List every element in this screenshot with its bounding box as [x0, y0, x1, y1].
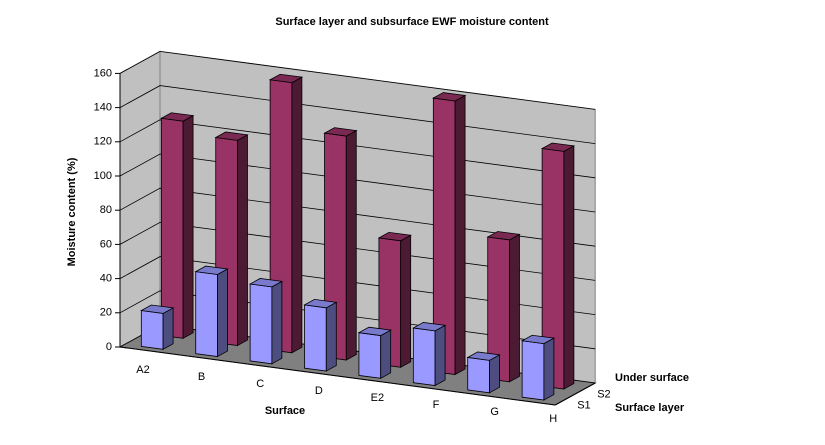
bar-top: [377, 231, 412, 242]
bar-side: [543, 337, 555, 401]
x-tick-label: H: [549, 413, 557, 425]
bar: [214, 131, 249, 347]
x-tick-label: D: [315, 385, 323, 397]
bar: [303, 298, 338, 372]
bar-top: [432, 92, 467, 102]
bar: [540, 142, 576, 390]
bar-front: [304, 304, 327, 372]
bar: [140, 304, 175, 351]
x-tick-label: C: [256, 378, 264, 390]
bar: [357, 326, 392, 380]
y-tick-label: 20: [100, 307, 112, 319]
bar-top: [194, 265, 229, 275]
y-tick-label: 160: [94, 67, 112, 79]
x-axis: [119, 346, 556, 406]
x-axis-title: Surface: [265, 405, 305, 417]
bar-side: [291, 76, 303, 354]
bar-side: [380, 329, 392, 380]
y-axis-title: Moisture content (%): [66, 157, 78, 266]
bar-side: [563, 145, 575, 390]
bar: [486, 231, 521, 383]
bar: [194, 265, 229, 358]
bar-side: [400, 234, 412, 369]
bar-top: [466, 351, 501, 361]
series-label: Under surface: [615, 372, 689, 384]
bar-front: [412, 327, 436, 387]
bar: [248, 278, 284, 365]
bar-side: [434, 324, 446, 387]
y-tick-label: 140: [94, 102, 112, 114]
bar-front: [467, 356, 490, 394]
bar-top: [357, 326, 392, 336]
bar: [432, 92, 467, 376]
bar: [520, 334, 556, 401]
bar-side: [217, 268, 228, 358]
bar-front: [195, 271, 218, 358]
bar-top: [540, 142, 576, 152]
depth-tick-label: S2: [597, 388, 610, 400]
bar-top: [248, 278, 284, 288]
y-tick-label: 80: [100, 204, 112, 216]
bar-side: [182, 114, 194, 340]
bar-front: [521, 340, 545, 401]
bar-side: [509, 233, 520, 383]
bar-top: [412, 322, 447, 332]
bar-front: [358, 332, 382, 379]
bar-top: [486, 231, 521, 241]
grid-line: [119, 50, 596, 110]
bar-front: [140, 310, 164, 350]
depth-axis: [554, 382, 596, 406]
bar-side: [325, 301, 337, 372]
bar-side: [454, 94, 466, 376]
bar-side: [271, 280, 283, 365]
bar-side: [345, 129, 357, 361]
bar-top: [268, 73, 304, 84]
bar-side: [162, 307, 174, 351]
bar-side: [237, 134, 248, 347]
y-tick-label: 60: [100, 238, 112, 250]
y-tick-label: 40: [100, 273, 112, 285]
bar: [412, 322, 447, 387]
x-tick-label: A2: [136, 364, 149, 376]
bar: [160, 112, 195, 340]
bar-top: [214, 131, 249, 141]
bar-top: [160, 112, 195, 122]
bar: [466, 351, 501, 394]
y-tick-label: 100: [94, 170, 112, 182]
x-tick-label: B: [198, 371, 205, 383]
bar-top: [140, 304, 175, 314]
x-tick-label: G: [490, 406, 499, 418]
bar-front: [249, 283, 273, 365]
bar-top: [303, 298, 338, 309]
chart-title: Surface layer and subsurface EWF moistur…: [275, 16, 549, 28]
bar-side: [489, 354, 500, 394]
y-tick-label: 120: [94, 136, 112, 148]
depth-tick-label: S1: [577, 399, 590, 411]
y-tick-label: 0: [106, 341, 112, 353]
bar-top: [323, 127, 358, 137]
x-tick-label: F: [433, 399, 440, 411]
x-tick-label: E2: [371, 392, 384, 404]
bar-front: [160, 117, 184, 339]
bar-top: [520, 334, 556, 345]
series-label: Surface layer: [615, 402, 685, 414]
